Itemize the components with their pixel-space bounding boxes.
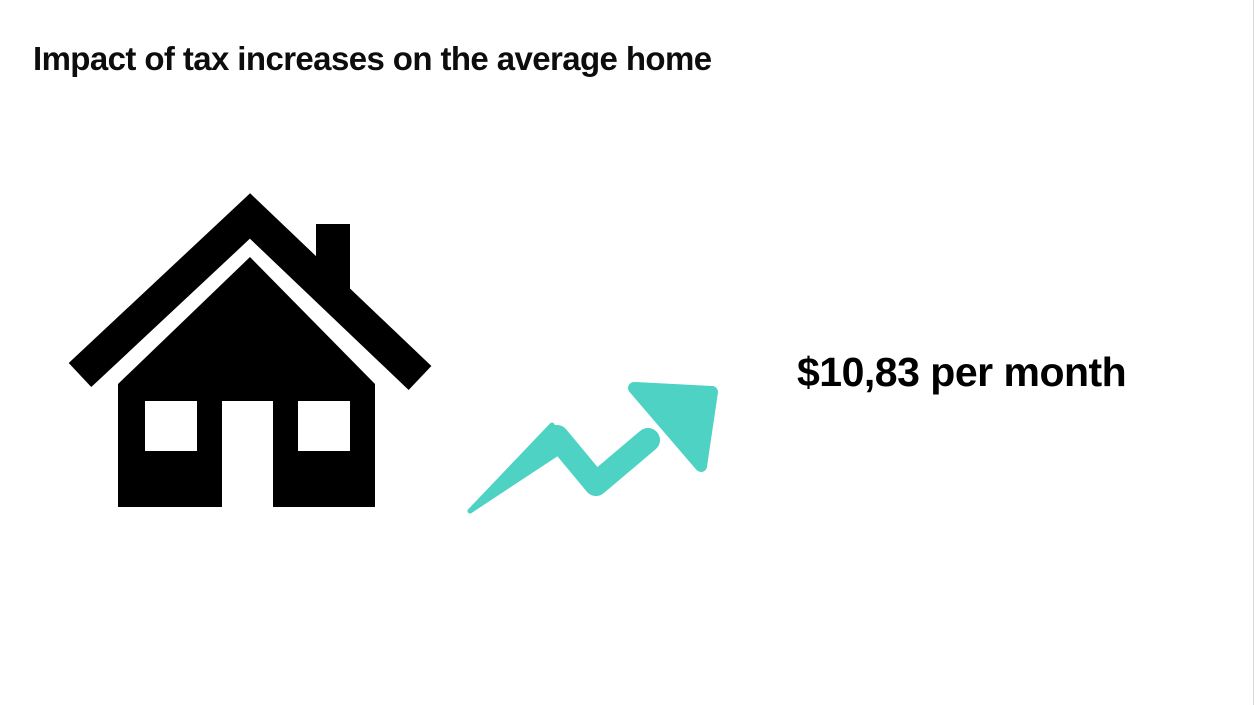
trending-up-arrow-icon: [450, 373, 730, 523]
page-title: Impact of tax increases on the average h…: [33, 40, 712, 78]
house-icon: [60, 185, 440, 520]
canvas-edge-line: [1253, 0, 1254, 705]
amount-label: $10,83 per month: [797, 349, 1127, 395]
